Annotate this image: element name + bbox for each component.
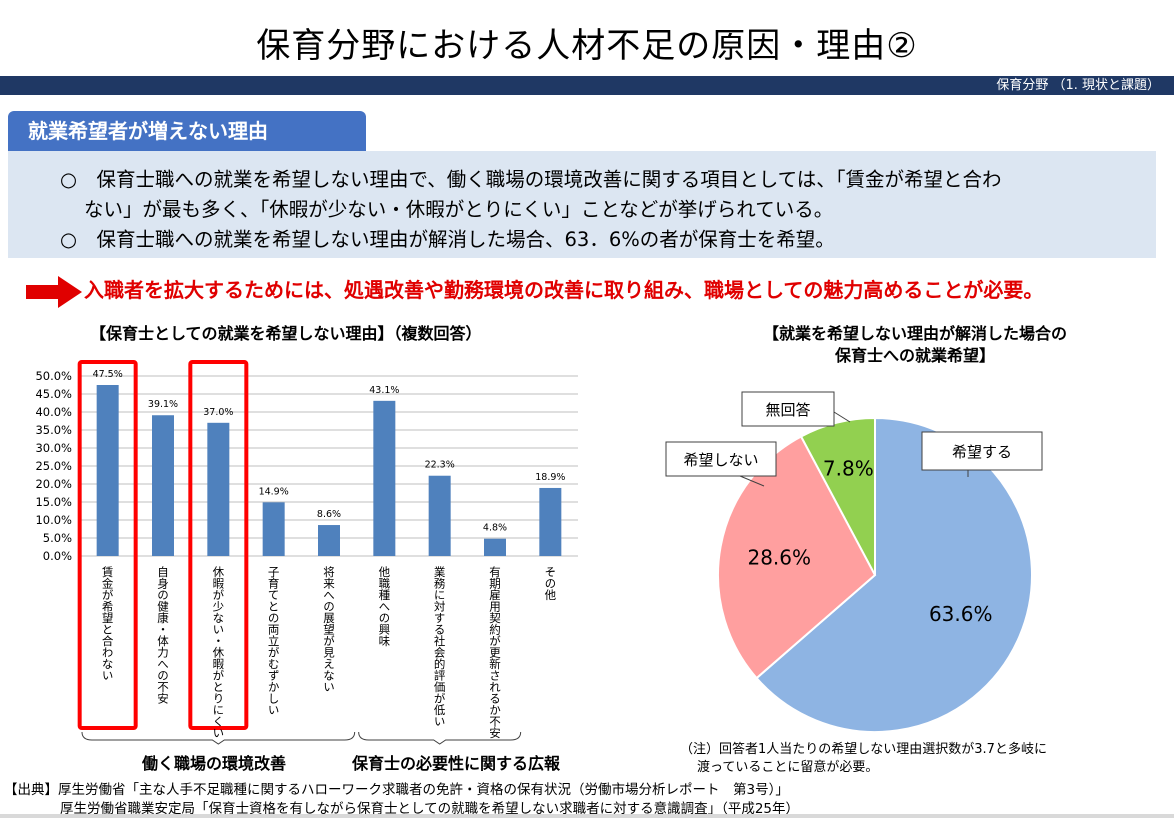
group-label: 働く職場の環境改善	[142, 754, 287, 773]
bar	[484, 538, 506, 556]
note-line-2: 渡っていることに留意が必要。	[697, 760, 879, 775]
breadcrumb: 保育分野 （1. 現状と課題）	[996, 78, 1160, 93]
note-line-1: （注）回答者1人当たりの希望しない理由選択数が3.7と多岐に	[680, 742, 1047, 757]
pie-legend-label: 希望しない	[683, 451, 758, 469]
y-tick-label: 25.0%	[35, 459, 72, 473]
pie-value-label: 28.6%	[747, 545, 811, 569]
x-category-label: 他職種への興味	[377, 566, 392, 647]
summary-line-3: ○ 保育士職への就業を希望しない理由が解消した場合、63．6%の者が保育士を希望…	[60, 228, 835, 251]
pie-value-label: 63.6%	[929, 602, 993, 626]
group-bracket	[81, 731, 356, 745]
bar	[539, 487, 562, 556]
bar-chart-title: 【保育士としての就業を希望しない理由】（複数回答）	[90, 324, 482, 343]
bar	[318, 525, 340, 556]
x-category-label: 自身の健康・体力への不安	[156, 566, 170, 704]
y-tick-label: 0.0%	[43, 549, 72, 563]
summary-box: ○ 保育士職への就業を希望しない理由で、働く職場の環境改善に関する項目としては、…	[8, 151, 1156, 258]
bar	[96, 385, 119, 556]
callout-box	[741, 391, 835, 427]
y-tick-label: 45.0%	[35, 387, 72, 401]
summary-line-1: ○ 保育士職への就業を希望しない理由で、働く職場の環境改善に関する項目としては、…	[60, 168, 1002, 191]
y-tick-label: 20.0%	[35, 477, 72, 491]
y-tick-label: 35.0%	[35, 423, 72, 437]
x-category-label: 有期雇用契約が更新されるか不安	[488, 566, 502, 739]
bar	[428, 475, 451, 556]
bar-value-label: 8.6%	[317, 509, 341, 520]
page-title: 保育分野における人材不足の原因・理由②	[256, 26, 918, 66]
pie-value-label: 7.8%	[823, 456, 874, 480]
bar	[152, 415, 174, 556]
x-category-label: 子育てとの両立がむずかしい	[266, 566, 281, 716]
callout-box	[921, 431, 1043, 471]
pie-chart-title: 【就業を希望しない理由が解消した場合の 保育士への就業希望】	[700, 323, 1130, 367]
bar-value-label: 22.3%	[425, 460, 455, 471]
bar-value-label: 37.0%	[203, 407, 233, 418]
right-arrow-icon	[26, 276, 82, 308]
highlight-box	[188, 360, 249, 730]
summary-line-2: ない」が最も多く、「休暇が少ない・休暇がとりにくい」ことなどが挙げられている。	[84, 198, 834, 221]
x-category-label: 将来への展望が見えない	[322, 566, 336, 693]
pie-legend-label: 無回答	[765, 401, 810, 419]
y-tick-label: 5.0%	[43, 531, 72, 545]
bar-value-label: 47.5%	[93, 369, 123, 380]
bar	[262, 502, 285, 556]
x-category-label: 賃金が希望と合わない	[100, 566, 115, 681]
callout-box	[665, 441, 777, 477]
x-category-label: その他	[543, 566, 558, 601]
header-bar	[0, 76, 1174, 95]
pie-title-line-1: 【就業を希望しない理由が解消した場合の	[762, 324, 1067, 343]
conclusion-text: 入職者を拡大するためには、処遇改善や勤務環境の改善に取り組み、職場としての魅力高…	[84, 278, 1044, 302]
x-category-label: 休暇が少ない・休暇がとりにくい	[211, 566, 226, 739]
bar-value-label: 39.1%	[148, 399, 178, 410]
bar-value-label: 18.9%	[535, 472, 565, 483]
highlight-box	[77, 360, 138, 730]
pie-title-line-2: 保育士への就業希望】	[834, 346, 995, 365]
x-category-label: 業務に対する社会的評価が低い	[432, 566, 447, 727]
bar-value-label: 43.1%	[369, 385, 399, 396]
y-tick-label: 10.0%	[35, 513, 72, 527]
bar	[207, 422, 230, 556]
group-label: 保育士の必要性に関する広報	[352, 754, 561, 773]
bar-value-label: 14.9%	[259, 486, 289, 497]
bottom-border	[0, 814, 1174, 818]
pie-legend-label: 希望する	[952, 443, 1012, 461]
group-bracket	[358, 731, 522, 745]
section-tag: 就業希望者が増えない理由	[8, 111, 366, 151]
bar	[373, 400, 396, 556]
y-tick-label: 40.0%	[35, 405, 72, 419]
source-line-2: 厚生労働省職業安定局「保育士資格を有しながら保育士としての就職を希望しない求職者…	[60, 801, 800, 817]
source-line-1: 【出典】厚生労働省「主な人手不足職種に関するハローワーク求職者の免許・資格の保有…	[4, 782, 789, 798]
callout-leader	[739, 475, 765, 487]
bar-value-label: 4.8%	[483, 523, 507, 534]
y-tick-label: 30.0%	[35, 441, 72, 455]
pie-slice	[799, 416, 876, 576]
y-tick-label: 15.0%	[35, 495, 72, 509]
y-tick-label: 50.0%	[35, 369, 72, 383]
callout-leader	[833, 411, 851, 423]
